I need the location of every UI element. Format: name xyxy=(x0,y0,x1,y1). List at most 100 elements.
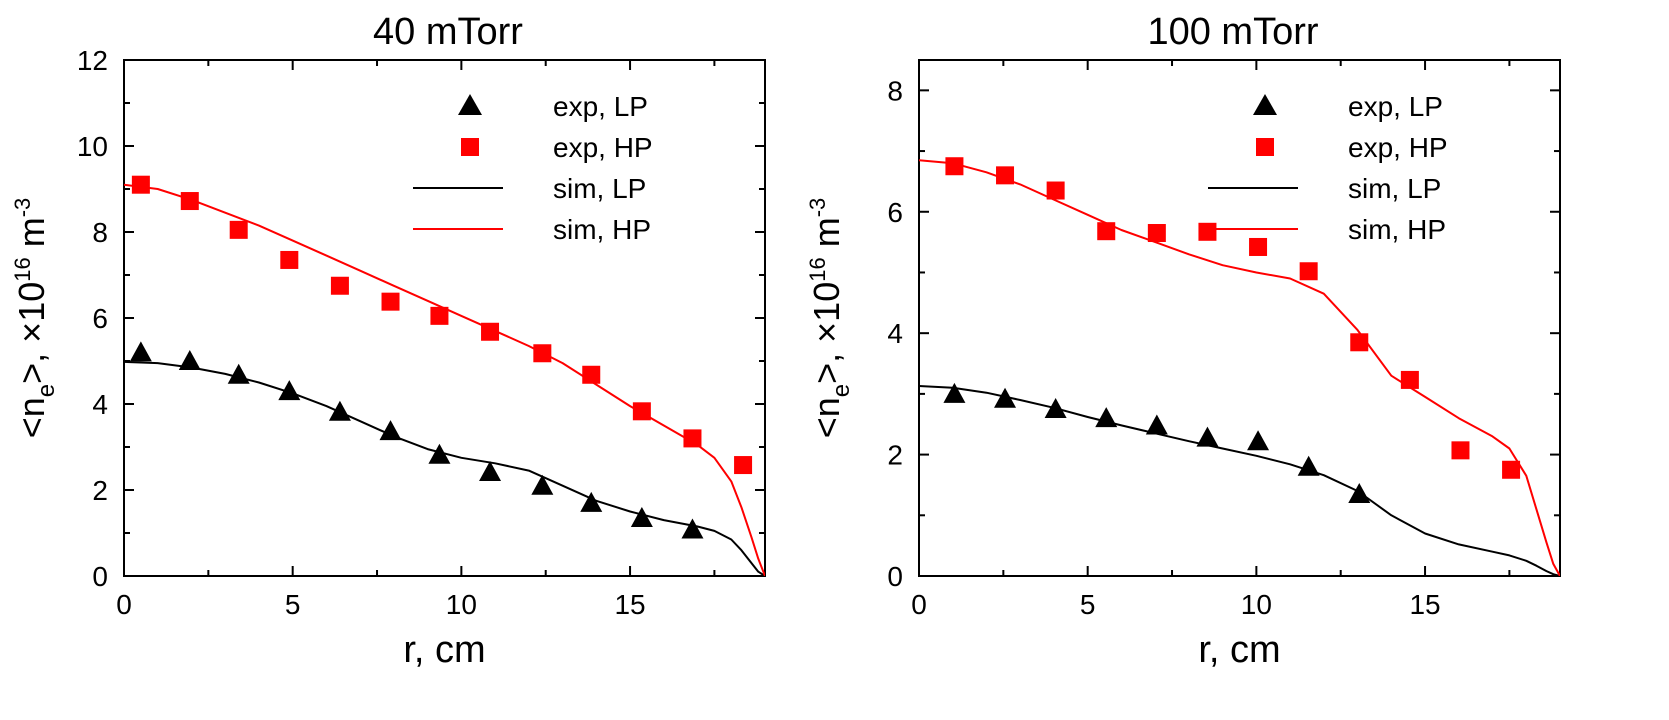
legend-label: sim, LP xyxy=(553,173,646,204)
data-point-triangle xyxy=(278,380,301,401)
y-tick-label: 10 xyxy=(77,131,108,162)
y-axis-label-text-after-sub: >, ×10 xyxy=(806,282,847,384)
x-tick-label: 15 xyxy=(614,589,645,620)
data-point-triangle xyxy=(943,382,966,403)
x-tick-label: 15 xyxy=(1409,589,1440,620)
y-axis-label-sub: e xyxy=(33,384,60,397)
y-axis-label-text-before-sub: <n xyxy=(11,397,52,438)
y-axis-label-text-after-sub: >, ×10 xyxy=(11,282,52,384)
data-point-square xyxy=(1198,222,1217,241)
y-tick-label: 0 xyxy=(92,561,108,592)
data-point-square xyxy=(330,276,349,295)
x-tick-label: 5 xyxy=(285,589,301,620)
data-point-triangle xyxy=(531,474,554,495)
data-point-triangle xyxy=(1247,430,1270,451)
data-point-triangle xyxy=(994,387,1017,408)
legend-square-marker xyxy=(461,138,479,156)
data-point-triangle xyxy=(1044,398,1067,419)
y-axis-label-unit-sup: -3 xyxy=(10,198,35,218)
legend-label: sim, HP xyxy=(1348,214,1446,245)
y-axis-label: <ne>, ×1016 m-3 xyxy=(805,198,855,439)
series-line-sim-lp xyxy=(124,360,765,576)
series-line-sim-hp xyxy=(919,159,1560,576)
chart-2: 100 mTorr 0 5 10 15 0 2 4 6 8 r, cm <ne>, ×1016 m-3… xyxy=(805,11,1561,671)
data-point-triangle xyxy=(479,460,502,481)
data-point-triangle xyxy=(1196,426,1219,447)
data-point-square xyxy=(1400,370,1419,389)
y-axis-label-sup: 16 xyxy=(10,257,35,281)
data-point-square xyxy=(381,292,400,311)
data-point-triangle xyxy=(1297,455,1320,476)
legend-triangle-marker xyxy=(1253,94,1277,115)
data-point-triangle xyxy=(580,491,603,512)
data-point-triangle xyxy=(178,350,201,370)
y-tick-label: 6 xyxy=(92,303,108,334)
y-tick-label: 8 xyxy=(887,75,903,106)
data-point-square xyxy=(1451,441,1470,460)
data-point-square xyxy=(180,192,199,211)
data-point-square xyxy=(533,344,552,363)
y-tick-label: 6 xyxy=(887,197,903,228)
series-line-sim-lp xyxy=(919,385,1560,576)
data-point-triangle xyxy=(428,443,451,464)
legend-label: exp, LP xyxy=(553,91,648,122)
data-point-square xyxy=(1147,224,1166,243)
data-point-square xyxy=(1097,222,1116,241)
legend: exp, LP exp, HP sim, LP sim, HP xyxy=(413,91,653,245)
data-point-square xyxy=(582,365,601,384)
y-axis-label-unit: m xyxy=(11,217,52,257)
data-point-square xyxy=(1350,333,1369,352)
legend-triangle-marker xyxy=(458,94,482,115)
data-point-square xyxy=(1046,181,1065,200)
data-point-square xyxy=(945,157,964,176)
legend-label: exp, HP xyxy=(1348,132,1448,163)
plot-frame xyxy=(918,59,1561,577)
data-point-square xyxy=(229,220,248,239)
y-tick-label: 12 xyxy=(77,45,108,76)
data-point-square xyxy=(1299,262,1318,281)
y-tick-label: 8 xyxy=(92,217,108,248)
legend-label: sim, LP xyxy=(1348,173,1441,204)
data-point-square xyxy=(632,402,651,421)
chart-1: 40 mTorr 0 5 10 15 0 2 4 6 8 10 12 r, cm <ne>, ×1016 … xyxy=(10,11,766,671)
chart-title: 100 mTorr xyxy=(1147,11,1318,53)
data-point-triangle xyxy=(1095,407,1118,428)
legend-label: sim, HP xyxy=(553,214,651,245)
data-point-square xyxy=(430,306,449,325)
x-tick-label: 5 xyxy=(1080,589,1096,620)
chart-title: 40 mTorr xyxy=(373,11,523,53)
data-point-triangle xyxy=(227,363,250,384)
data-point-triangle xyxy=(328,400,351,421)
y-axis-label-sup: 16 xyxy=(805,257,830,281)
y-tick-label: 4 xyxy=(92,389,108,420)
x-axis-label: r, cm xyxy=(403,629,485,671)
data-point-square xyxy=(1249,237,1268,256)
x-tick-label: 10 xyxy=(1241,589,1272,620)
legend-label: exp, HP xyxy=(553,132,653,163)
data-point-triangle xyxy=(379,420,402,441)
y-axis-label-unit-sup: -3 xyxy=(805,198,830,218)
data-point-triangle xyxy=(1145,414,1168,435)
y-tick-label: 0 xyxy=(887,561,903,592)
data-point-square xyxy=(481,322,500,341)
data-point-square xyxy=(1502,460,1521,479)
data-point-square xyxy=(280,250,299,269)
legend: exp, LP exp, HP sim, LP sim, HP xyxy=(1208,91,1448,245)
data-point-triangle xyxy=(129,341,152,362)
x-axis-label: r, cm xyxy=(1198,629,1280,671)
y-tick-label: 2 xyxy=(92,475,108,506)
data-point-square xyxy=(131,175,150,194)
x-tick-label: 0 xyxy=(116,589,132,620)
y-axis-label-sub: e xyxy=(828,384,855,397)
x-tick-label: 0 xyxy=(911,589,927,620)
legend-label: exp, LP xyxy=(1348,91,1443,122)
legend-square-marker xyxy=(1256,138,1274,156)
data-point-triangle xyxy=(1348,483,1371,504)
y-tick-label: 4 xyxy=(887,318,903,349)
y-tick-label: 2 xyxy=(887,440,903,471)
data-point-triangle xyxy=(630,506,653,527)
data-point-square xyxy=(734,456,753,475)
series-line-sim-hp xyxy=(124,183,765,576)
y-axis-label: <ne>, ×1016 m-3 xyxy=(10,198,60,439)
